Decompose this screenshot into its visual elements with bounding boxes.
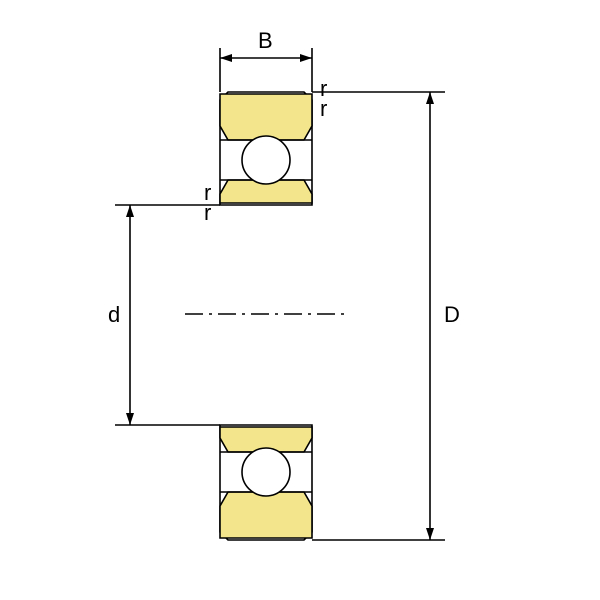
rolling-element-bottom (242, 448, 290, 496)
chamfer-r-label: r (320, 96, 327, 121)
arrowhead (426, 528, 434, 540)
bearing-cross-section (220, 92, 312, 540)
dimension-D-label: D (444, 302, 460, 327)
outer-ring-bottom (220, 492, 312, 538)
arrowhead (126, 205, 134, 217)
arrowhead (426, 92, 434, 104)
chamfer-r-label: r (204, 200, 211, 225)
outer-ring-top (220, 94, 312, 140)
bearing-diagram: B D d rrrr (0, 0, 600, 600)
rolling-element-top (242, 136, 290, 184)
dimension-d-label: d (108, 302, 120, 327)
arrowhead (300, 54, 312, 62)
arrowhead (126, 413, 134, 425)
dimension-B-label: B (258, 28, 273, 53)
arrowhead (220, 54, 232, 62)
